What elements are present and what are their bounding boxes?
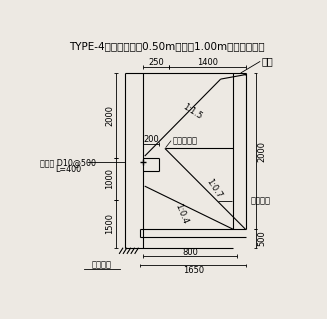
Text: 1:0.7: 1:0.7 [205,177,224,200]
Text: 1000: 1000 [105,168,114,189]
Text: 500: 500 [257,231,266,246]
Text: 1400: 1400 [197,58,218,67]
Text: 2000: 2000 [105,105,114,126]
Text: 1500: 1500 [105,213,114,234]
Text: 1650: 1650 [182,266,204,275]
Text: 1:1.5: 1:1.5 [181,102,203,121]
Text: 1:0.4: 1:0.4 [173,202,189,225]
Text: 既設擁壁: 既設擁壁 [91,260,111,269]
Text: 歩道: 歩道 [262,56,273,66]
Text: L=400: L=400 [55,166,81,174]
Text: 嵩上擁壁: 嵩上擁壁 [250,197,270,206]
Text: チッピング: チッピング [173,136,198,145]
Text: 250: 250 [148,58,164,67]
Text: TYPE-4（嵩上高さが0.50m以上，1.00m以下の場合）: TYPE-4（嵩上高さが0.50m以上，1.00m以下の場合） [69,41,265,51]
Text: 200: 200 [144,136,159,145]
Text: 800: 800 [182,248,198,257]
Text: 2000: 2000 [257,141,266,162]
Text: 差し筋 D10@500: 差し筋 D10@500 [40,158,96,167]
